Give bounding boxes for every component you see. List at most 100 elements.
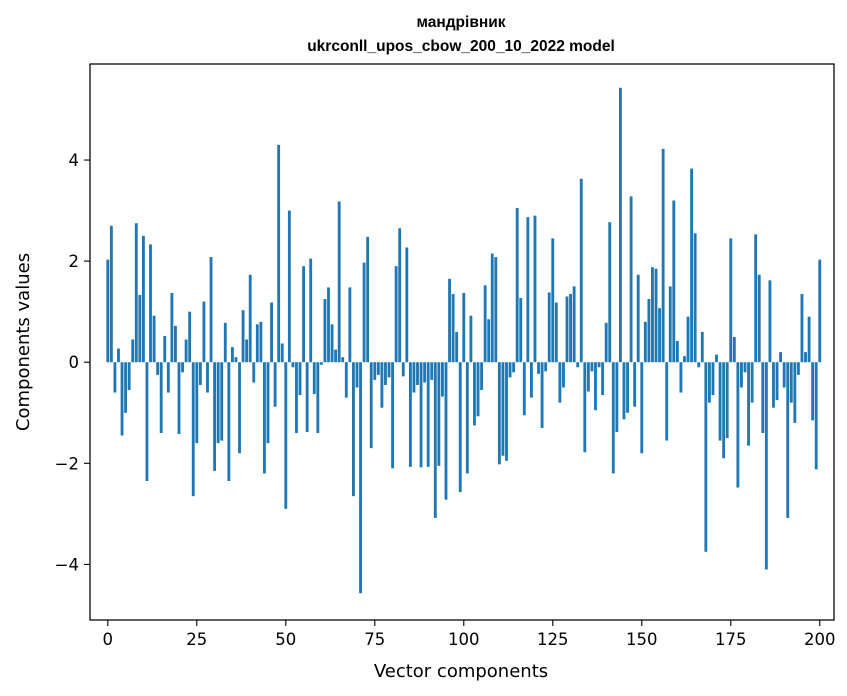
bar [675, 340, 679, 363]
bar [252, 362, 256, 383]
bar [408, 362, 412, 467]
bar [786, 362, 790, 518]
bar [177, 362, 181, 434]
bar [586, 362, 590, 392]
bar [198, 362, 202, 385]
bar [793, 362, 797, 423]
bar [348, 287, 352, 363]
bar [551, 238, 555, 363]
bar [629, 196, 633, 363]
bar [601, 362, 605, 396]
bar [120, 362, 124, 436]
bar [515, 208, 519, 363]
bar [238, 362, 241, 454]
bar [291, 362, 295, 368]
bar [814, 362, 818, 470]
chart-title: мандрівник [416, 14, 505, 31]
bar [170, 292, 174, 363]
bar [647, 299, 651, 363]
bar [163, 335, 167, 363]
bar [469, 315, 473, 363]
bar [280, 343, 284, 363]
bar [501, 362, 505, 456]
bar [117, 348, 120, 363]
bar [618, 87, 622, 363]
bar [608, 222, 612, 363]
bar [441, 362, 444, 397]
bar [725, 362, 729, 439]
bar [772, 362, 775, 408]
bar [227, 362, 231, 481]
bar [483, 285, 487, 363]
x-tick-label: 200 [804, 630, 836, 649]
bar [209, 257, 213, 363]
bar [547, 292, 551, 363]
bar [782, 362, 786, 388]
bar [480, 362, 484, 391]
bar [487, 319, 491, 363]
bar [113, 362, 117, 393]
bar [384, 362, 387, 385]
bar [757, 274, 761, 363]
bar [740, 362, 743, 388]
bar [761, 362, 765, 433]
x-tick-label: 0 [103, 630, 114, 649]
bar [458, 362, 462, 493]
bar [295, 362, 298, 433]
y-axis-label: Components values [13, 253, 34, 431]
bar [562, 362, 565, 388]
bar [327, 287, 330, 363]
bar [437, 362, 441, 466]
bar [191, 362, 195, 497]
bar [259, 321, 263, 363]
bar [312, 362, 316, 395]
bar [124, 362, 128, 413]
bar [526, 217, 530, 363]
bar [807, 316, 811, 363]
x-axis-ticks: 0 25 50 75 100 125 150 175 200 [103, 620, 836, 649]
x-axis-label: Vector components [374, 661, 548, 682]
bar [462, 292, 466, 363]
bar [611, 362, 615, 474]
bar [273, 362, 277, 407]
bar [686, 316, 690, 363]
x-tick-label: 125 [537, 630, 569, 649]
bar [330, 324, 334, 363]
bar [166, 362, 170, 393]
bar [768, 280, 772, 363]
bar [651, 267, 654, 363]
chart-subtitle: ukrconll_upos_cbow_200_10_2022 model [307, 38, 615, 55]
bar [512, 362, 516, 373]
bar [796, 362, 800, 375]
bar [106, 259, 110, 363]
bar [643, 321, 647, 363]
bar [433, 362, 437, 518]
bar [298, 362, 302, 396]
bar [394, 266, 398, 363]
bar [718, 362, 722, 441]
bar [579, 178, 583, 363]
bar [277, 144, 281, 363]
bar [764, 362, 768, 570]
bar [565, 296, 569, 363]
bar [804, 352, 807, 363]
bar [505, 362, 508, 461]
bar [423, 362, 427, 383]
bar [658, 308, 661, 363]
bar [800, 293, 804, 363]
y-tick-label: −4 [55, 555, 79, 574]
bar [465, 362, 469, 474]
bar [775, 362, 779, 401]
bar [159, 362, 163, 433]
bar [679, 362, 683, 393]
bar [405, 247, 409, 363]
bar [704, 362, 708, 552]
bar [416, 362, 419, 385]
bar [223, 322, 227, 363]
bar [508, 362, 512, 378]
bar [184, 339, 188, 363]
bar [398, 228, 402, 363]
bar [234, 357, 238, 363]
bar [615, 362, 619, 432]
bar [789, 362, 793, 403]
